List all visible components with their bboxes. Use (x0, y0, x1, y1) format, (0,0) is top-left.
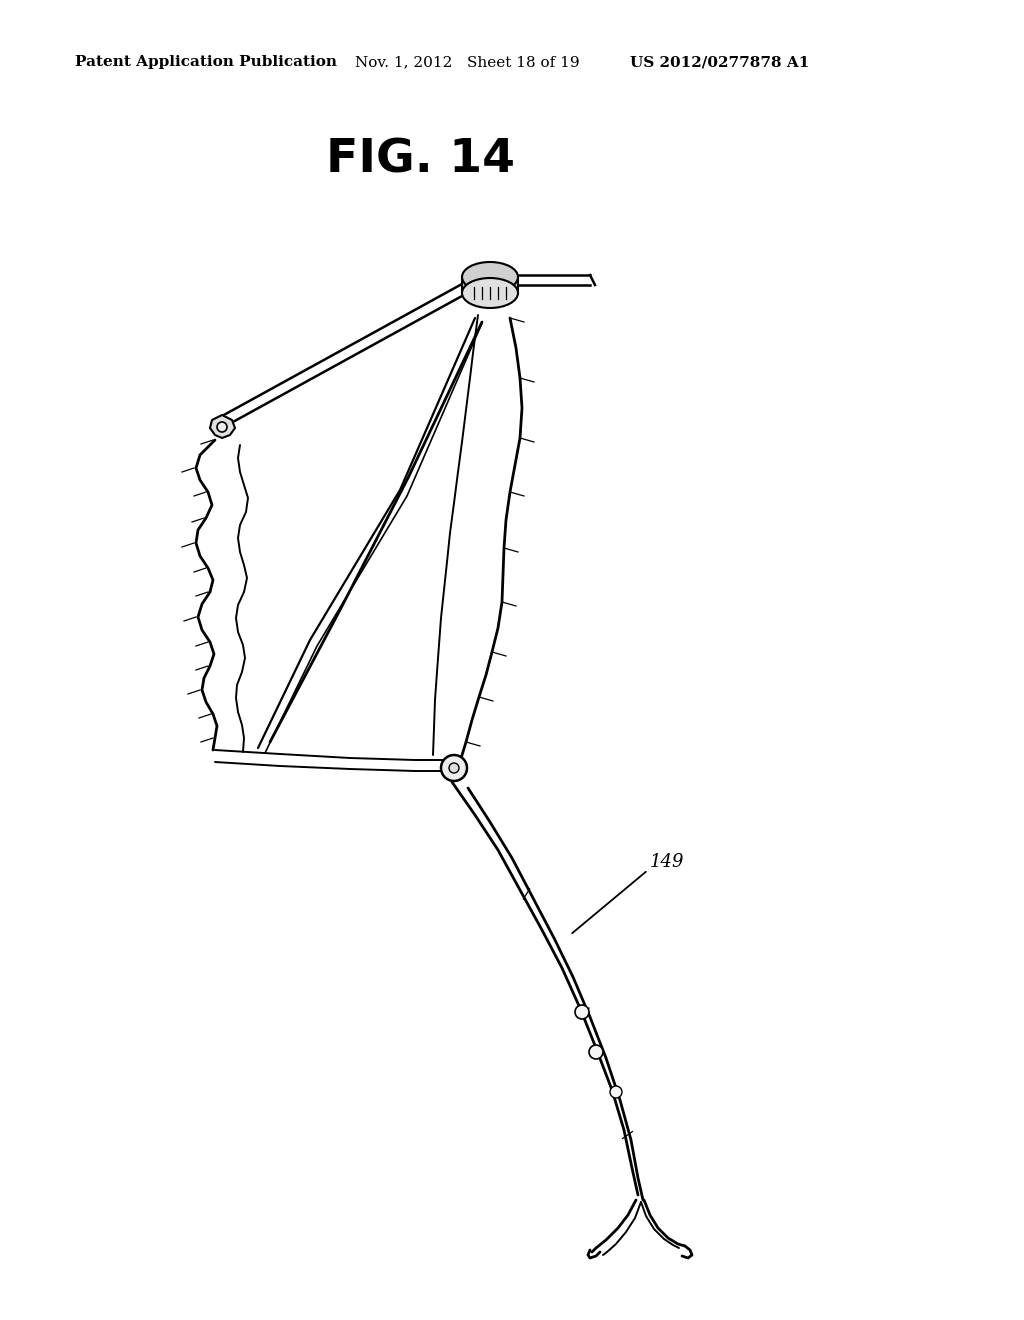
Text: Nov. 1, 2012   Sheet 18 of 19: Nov. 1, 2012 Sheet 18 of 19 (355, 55, 580, 69)
Ellipse shape (462, 261, 518, 292)
Text: US 2012/0277878 A1: US 2012/0277878 A1 (630, 55, 809, 69)
Circle shape (217, 422, 227, 432)
Ellipse shape (462, 279, 518, 308)
Polygon shape (462, 277, 518, 293)
Circle shape (575, 1005, 589, 1019)
Text: FIG. 14: FIG. 14 (326, 137, 514, 182)
Text: Patent Application Publication: Patent Application Publication (75, 55, 337, 69)
Text: 149: 149 (650, 853, 684, 871)
Polygon shape (210, 414, 234, 438)
Circle shape (589, 1045, 603, 1059)
Circle shape (441, 755, 467, 781)
Circle shape (449, 763, 459, 774)
Circle shape (610, 1086, 622, 1098)
